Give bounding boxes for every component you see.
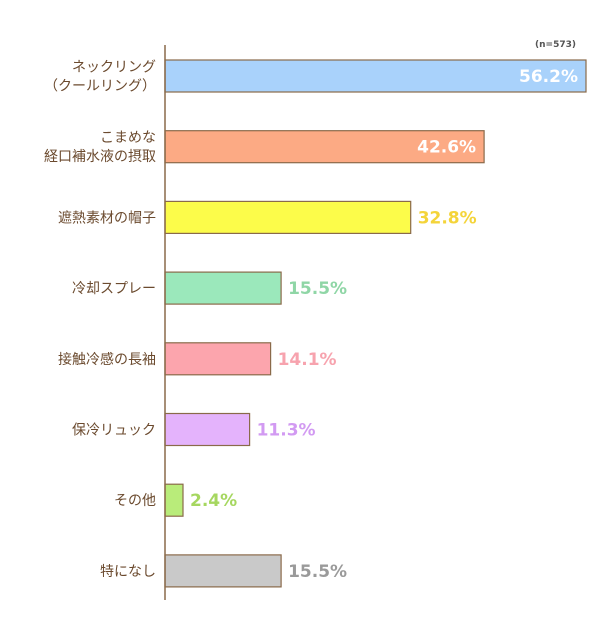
value-label-2: 42.6%	[417, 138, 476, 158]
category-label-3: 遮熱素材の帽子	[58, 210, 156, 226]
bar-4	[164, 271, 282, 305]
bar-7	[164, 483, 184, 517]
category-label-2-line-2: 経口補水液の摂取	[44, 149, 156, 165]
category-label-6: 保冷リュック	[72, 423, 156, 439]
category-label-7: その他	[114, 493, 156, 509]
value-labels: 56.2% 42.6% 32.8% 15.5% 14.1% 11.3% 2.4% 15.5%	[190, 67, 578, 582]
value-label-5: 14.1%	[278, 350, 337, 370]
value-label-4: 15.5%	[288, 279, 347, 299]
category-label-1-line-2: （クールリング）	[44, 79, 156, 95]
bar-2	[164, 130, 485, 164]
category-label-5: 接触冷感の長袖	[58, 351, 156, 368]
bar-1	[164, 59, 587, 93]
category-label-4: 冷却スプレー	[72, 281, 156, 297]
value-label-3: 32.8%	[418, 208, 477, 228]
value-label-6: 11.3%	[257, 421, 316, 441]
bar-6	[164, 412, 251, 447]
category-labels: ネックリング （クールリング） こまめな経口補水液の摂取遮熱素材の帽子冷却スプレー接…	[44, 60, 156, 580]
bar-3	[164, 200, 412, 234]
value-label-8: 15.5%	[288, 562, 347, 582]
value-label-7: 2.4%	[190, 491, 237, 511]
category-label-2-line-1: こまめな	[100, 130, 156, 146]
category-label-1-line-1: ネックリング	[72, 60, 156, 76]
sample-size-note: (n=573)	[535, 40, 576, 50]
value-label-1: 56.2%	[519, 67, 578, 87]
bars-layer	[164, 59, 587, 588]
category-label-8: 特になし	[100, 564, 156, 580]
bar-8	[164, 554, 282, 588]
bar-5	[164, 342, 272, 376]
